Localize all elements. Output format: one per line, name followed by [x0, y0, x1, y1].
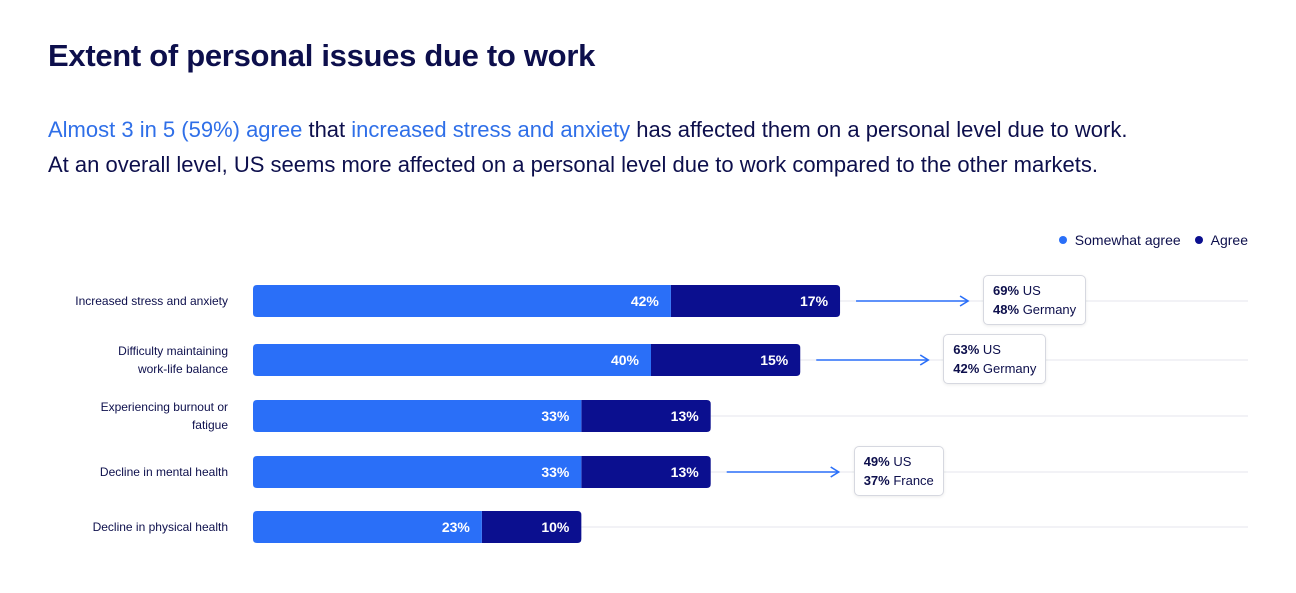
market-callout: 69% US 48% Germany: [983, 275, 1087, 325]
legend-label-somewhat-agree: Somewhat agree: [1074, 232, 1181, 248]
subtitle-text: that: [302, 117, 352, 142]
callout-value: 37%: [863, 473, 890, 488]
bar-label-agree: 13%: [671, 408, 700, 424]
callout-row: 49% US: [864, 452, 934, 471]
bar-label-agree: 17%: [800, 293, 829, 309]
callout-row: 42% Germany: [953, 359, 1036, 378]
bar-agree: [581, 456, 711, 488]
market-callout: 49% US 37% France: [853, 446, 944, 496]
subtitle-line-1: Almost 3 in 5 (59%) agree that increased…: [48, 117, 1127, 142]
bar-agree: [670, 285, 841, 317]
bar-label-agree: 10%: [541, 519, 570, 535]
category-label-line: work-life balance: [137, 362, 228, 376]
callout-value: 63%: [953, 342, 980, 357]
bar-label-somewhat-agree: 42%: [631, 293, 660, 309]
bar-label-somewhat-agree: 23%: [442, 519, 471, 535]
subtitle-highlight: Almost 3 in 5 (59%) agree: [48, 117, 303, 142]
legend-item-agree: Agree: [1194, 232, 1248, 248]
bar-label-somewhat-agree: 40%: [611, 352, 640, 368]
subtitle-line-2: At an overall level, US seems more affec…: [48, 152, 1099, 177]
callout-row: 63% US: [953, 340, 1036, 359]
category-label: Difficulty maintaining work-life balance: [118, 344, 228, 376]
callout-row: 37% France: [864, 471, 934, 490]
bar-label-agree: 13%: [671, 464, 700, 480]
bar-somewhat-agree: [253, 511, 482, 543]
bar-somewhat-agree: [253, 456, 582, 488]
callout-market: Germany: [979, 361, 1037, 376]
callout-market: Germany: [1019, 302, 1077, 317]
callout-value: 49%: [863, 454, 890, 469]
category-label-line: Decline in physical health: [93, 520, 228, 534]
subtitle-text: has affected them on a personal level du…: [630, 117, 1128, 142]
callout-market: US: [889, 454, 912, 469]
bar-agree: [651, 344, 801, 376]
legend-label-agree: Agree: [1210, 232, 1248, 248]
market-callout: 63% US 42% Germany: [943, 334, 1047, 384]
chart-legend: Somewhat agree Agree: [1058, 232, 1248, 248]
bar-somewhat-agree: [253, 285, 671, 317]
bar-agree: [481, 511, 582, 543]
category-label: Decline in physical health: [93, 520, 228, 534]
subtitle-highlight: increased stress and anxiety: [351, 117, 631, 142]
chart-subtitle: Almost 3 in 5 (59%) agree that increased…: [48, 112, 1268, 182]
bar-somewhat-agree: [253, 400, 582, 432]
callout-row: 48% Germany: [993, 300, 1076, 319]
category-label-line: Increased stress and anxiety: [75, 294, 228, 308]
bar-somewhat-agree: [253, 344, 651, 376]
category-label-line: Experiencing burnout or: [101, 400, 228, 414]
callout-value: 42%: [953, 361, 980, 376]
category-label-line: Difficulty maintaining: [118, 344, 228, 358]
legend-item-somewhat-agree: Somewhat agree: [1058, 232, 1181, 248]
callout-market: US: [1019, 283, 1041, 298]
callout-row: 69% US: [993, 281, 1076, 300]
bar-agree: [581, 400, 711, 432]
bar-label-somewhat-agree: 33%: [541, 408, 570, 424]
bar-label-agree: 15%: [760, 352, 789, 368]
category-label: Decline in mental health: [100, 465, 228, 479]
legend-dot-agree: [1194, 236, 1203, 244]
category-label-line: fatigue: [192, 418, 228, 432]
callout-value: 48%: [993, 302, 1020, 317]
callout-market: France: [889, 473, 934, 488]
callout-value: 69%: [993, 283, 1020, 298]
category-label: Increased stress and anxiety: [75, 294, 228, 308]
callout-market: US: [979, 342, 1001, 357]
chart-title: Extent of personal issues due to work: [48, 38, 596, 73]
legend-dot-somewhat-agree: [1058, 236, 1067, 244]
category-label-line: Decline in mental health: [100, 465, 228, 479]
category-label: Experiencing burnout or fatigue: [101, 400, 229, 432]
bar-label-somewhat-agree: 33%: [541, 464, 570, 480]
